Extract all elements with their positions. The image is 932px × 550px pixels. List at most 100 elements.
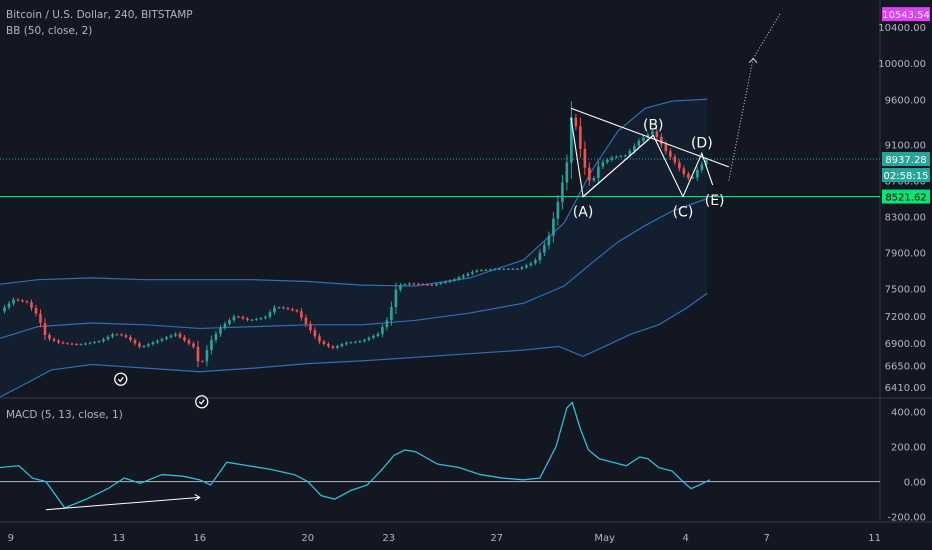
candle [363, 338, 366, 343]
candle [30, 299, 33, 311]
candle-body [250, 319, 254, 321]
price-tick-label: 6410.00 [885, 383, 926, 394]
candle [619, 154, 623, 158]
price-tick-label: 6900.00 [885, 339, 926, 350]
macd-label[interactable]: MACD (5, 13, close, 1) [6, 409, 123, 421]
price-tick-label: 9600.00 [885, 95, 926, 106]
candle [169, 334, 173, 339]
candle [475, 269, 479, 274]
candle [565, 154, 569, 191]
candle-body [453, 279, 456, 281]
candle-body [52, 338, 56, 341]
candle [457, 275, 461, 281]
lower-trendline [582, 134, 654, 198]
candle [246, 317, 249, 322]
candle-body [493, 269, 497, 271]
candle-body [480, 270, 483, 272]
candle-body [39, 313, 42, 324]
candle [232, 314, 236, 323]
candle [507, 267, 510, 270]
candle [268, 309, 272, 320]
candle-body [70, 343, 74, 345]
candle-body [561, 182, 564, 202]
candle [336, 344, 339, 350]
candle [322, 339, 326, 346]
candle [372, 334, 375, 340]
candle-body [156, 340, 159, 343]
candle [520, 265, 524, 271]
candle [376, 332, 380, 338]
candle-body [241, 316, 245, 319]
candle-body [277, 307, 281, 309]
time-tick-label: 4 [682, 533, 688, 544]
candle [255, 317, 258, 321]
candle-body [336, 346, 339, 348]
candle-body [457, 277, 461, 280]
projection-extension [752, 13, 781, 59]
candle-body [655, 131, 659, 137]
candle [498, 267, 501, 270]
candle [120, 333, 123, 337]
candle-body [354, 341, 357, 343]
candle [408, 282, 411, 286]
candle-body [705, 159, 708, 165]
candle-body [30, 302, 33, 308]
macd-tick-label: 0.00 [904, 478, 926, 489]
candle-body [682, 168, 686, 175]
indicator-label[interactable]: BB (50, close, 2) [6, 25, 93, 37]
candle-body [187, 340, 191, 344]
candle [669, 148, 672, 160]
candle [3, 305, 6, 314]
candle [16, 298, 20, 302]
candle-body [7, 303, 11, 308]
candle-body [628, 151, 632, 156]
candle-body [385, 320, 389, 328]
candle-body [633, 145, 636, 152]
candle [142, 344, 146, 348]
price-tag-bg [882, 7, 930, 22]
candle-body [210, 339, 213, 351]
candle [133, 338, 137, 346]
candle-body [286, 308, 290, 310]
candle [538, 249, 542, 264]
candle [691, 176, 695, 180]
check-icon-mark [198, 399, 205, 405]
candle-body [390, 307, 393, 321]
candle-body [246, 318, 249, 321]
candle-body [3, 307, 6, 312]
candle [583, 141, 587, 176]
time-tick-label: May [594, 533, 615, 544]
candle [228, 317, 231, 326]
price-tag-label: 8521.62 [885, 193, 926, 204]
candle-body [259, 318, 263, 320]
candle-body [264, 316, 267, 319]
candle-body [570, 117, 573, 163]
candle [66, 342, 69, 345]
candle-body [673, 156, 677, 163]
candle [345, 341, 348, 346]
candle [637, 138, 641, 149]
candle [574, 113, 578, 131]
candle [511, 267, 515, 270]
candle-body [403, 284, 407, 286]
candle [147, 342, 150, 348]
candle-body [624, 155, 627, 157]
candle-body [66, 343, 69, 345]
candle [394, 282, 398, 315]
candle [579, 117, 582, 158]
candle-body [601, 162, 605, 167]
candle [349, 341, 353, 344]
candle [606, 158, 609, 165]
candle-body [660, 136, 663, 145]
candle [313, 327, 317, 340]
pattern-label: (E) [705, 193, 725, 209]
candle [93, 340, 96, 344]
price-tick-label: 6650.00 [885, 361, 926, 372]
candle-body [363, 339, 366, 342]
bb-upper-line [0, 98, 708, 287]
candle [304, 314, 308, 328]
candle-body [142, 345, 146, 347]
candle-body [124, 335, 128, 337]
candle [183, 335, 186, 343]
